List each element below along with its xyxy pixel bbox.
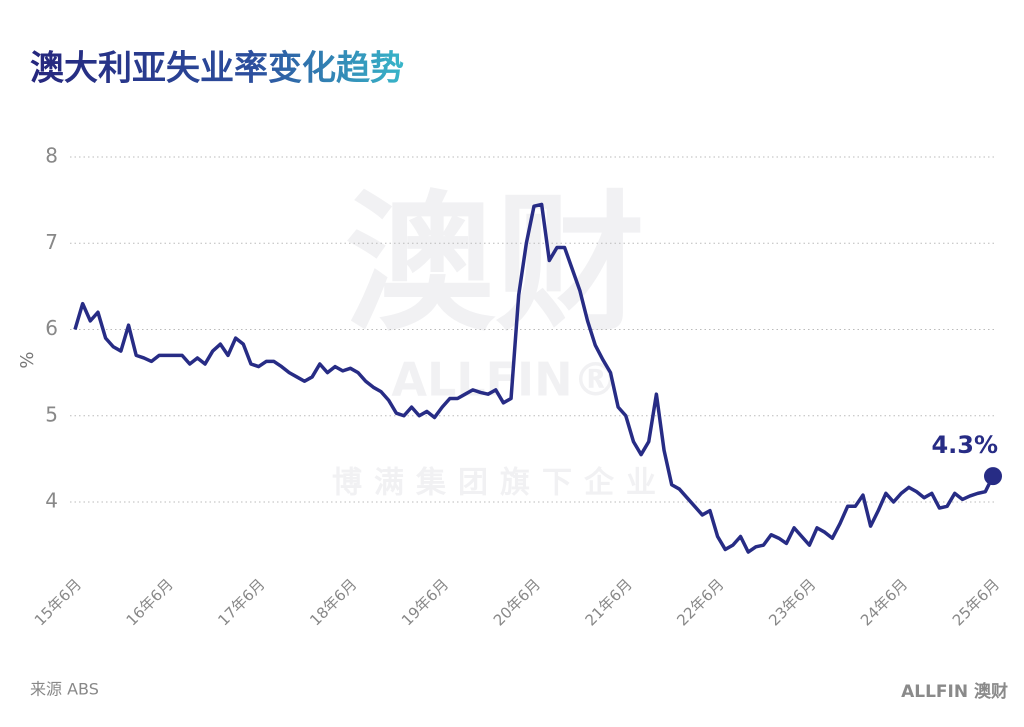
y-tick-label: 4 <box>45 489 58 513</box>
y-axis-label: % <box>17 351 38 368</box>
series-line <box>73 202 995 554</box>
watermark: ALLFIN® <box>391 353 618 407</box>
x-tick-label: 22年6月 <box>673 575 727 629</box>
end-label: 4.3% <box>931 431 998 459</box>
y-tick-label: 8 <box>45 144 58 168</box>
x-tick-label: 20年6月 <box>490 575 544 629</box>
source: 来源 ABS <box>30 680 99 699</box>
x-tick-label: 17年6月 <box>214 575 268 629</box>
logo: ALLFIN 澳财 <box>901 681 1008 702</box>
x-tick-label: 21年6月 <box>582 575 636 629</box>
x-tick-label: 15年6月 <box>31 575 85 629</box>
x-tick-label: 19年6月 <box>398 575 452 629</box>
watermark: 澳财 <box>345 178 645 352</box>
x-tick-label: 16年6月 <box>123 575 177 629</box>
x-tick-label: 18年6月 <box>306 575 360 629</box>
y-tick-label: 6 <box>45 316 58 340</box>
chart-title: 澳大利亚失业率变化趋势 <box>30 49 404 89</box>
x-tick-label: 25年6月 <box>949 575 1003 629</box>
y-tick-label: 7 <box>45 230 58 254</box>
y-tick-label: 5 <box>45 402 58 426</box>
watermark: 博满集团旗下企业 <box>332 466 668 501</box>
x-tick-label: 23年6月 <box>765 575 819 629</box>
x-tick-label: 24年6月 <box>857 575 911 629</box>
end-point <box>984 467 1002 486</box>
